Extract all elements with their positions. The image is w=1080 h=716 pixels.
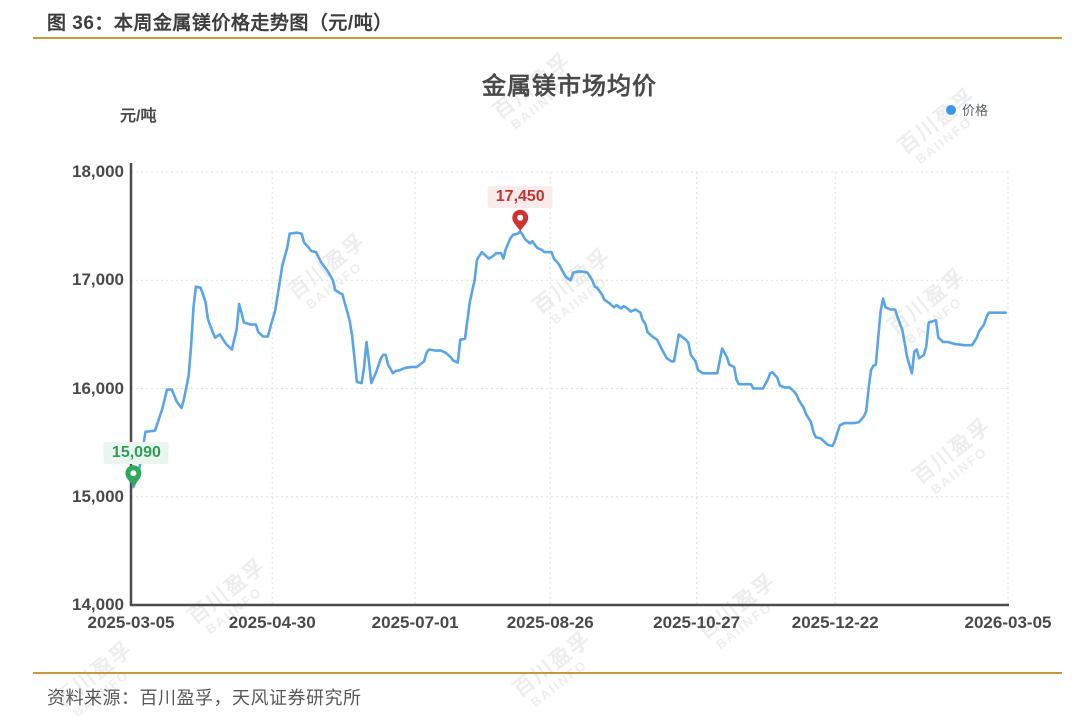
- y-axis-tick-label: 17,000: [72, 270, 124, 290]
- y-axis-tick-label: 14,000: [72, 595, 124, 614]
- legend-marker-icon: [946, 104, 956, 115]
- y-axis-tick-label: 16,000: [72, 378, 124, 398]
- legend-series-label: 价格: [962, 103, 989, 118]
- max-value-label: 17,450: [487, 185, 553, 208]
- x-axis-tick-label: 2025-03-05: [87, 613, 175, 632]
- x-axis-tick-label: 2026-03-05: [964, 613, 1052, 632]
- x-axis-tick-label: 2025-07-01: [371, 613, 459, 632]
- watermark-text: 百川盈孚BAIINFO: [908, 413, 1005, 500]
- price-line-series: [132, 230, 1007, 489]
- bottom-divider: [33, 672, 1062, 674]
- max-pin-icon: [512, 209, 529, 232]
- watermark-text: 百川盈孚BAIINFO: [508, 626, 605, 713]
- min-value-label: 15,090: [103, 442, 169, 464]
- y-axis-tick-label: 18,000: [72, 162, 124, 181]
- figure-caption: 图 36：本周金属镁价格走势图（元/吨）: [47, 13, 393, 34]
- x-axis-tick-label: 2025-08-26: [506, 613, 594, 632]
- y-axis-tick-label: 15,000: [72, 486, 124, 506]
- top-divider: [33, 37, 1062, 39]
- watermark-text: 百川盈孚BAIINFO: [283, 228, 380, 315]
- chart-title: 金属镁市场均价: [482, 73, 657, 100]
- watermark-text: 百川盈孚BAIINFO: [883, 263, 980, 350]
- x-axis-tick-label: 2025-10-27: [653, 613, 741, 632]
- min-pin-icon: [125, 465, 142, 488]
- legend-item-price[interactable]: 价格: [946, 100, 988, 119]
- x-axis-tick-label: 2025-04-30: [228, 613, 316, 632]
- x-axis-tick-label: 2025-12-22: [791, 613, 879, 632]
- y-axis-unit-label: 元/吨: [120, 108, 157, 125]
- source-note: 资料来源：百川盈孚，天风证券研究所: [47, 688, 362, 708]
- watermark-text: 百川盈孚BAIINFO: [528, 243, 625, 330]
